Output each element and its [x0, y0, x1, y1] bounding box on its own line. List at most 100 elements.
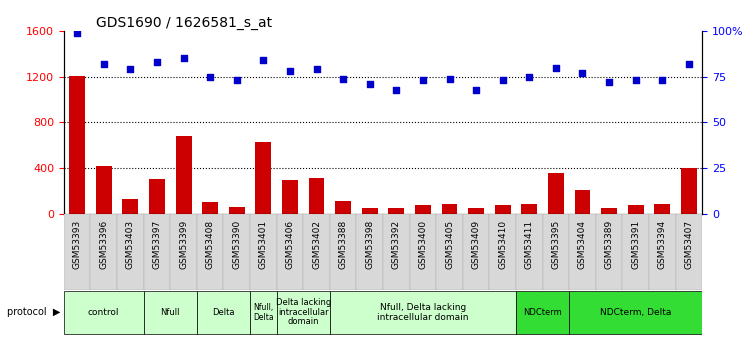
Point — [284, 69, 296, 74]
Bar — [122, 199, 138, 214]
Point — [523, 74, 535, 80]
Bar — [335, 201, 351, 214]
Text: GSM53398: GSM53398 — [365, 220, 374, 269]
Text: GSM53400: GSM53400 — [418, 220, 427, 269]
Text: GSM53399: GSM53399 — [179, 220, 188, 269]
Bar — [388, 208, 404, 214]
Text: GSM53394: GSM53394 — [658, 220, 667, 269]
Text: GSM53401: GSM53401 — [259, 220, 268, 269]
Bar — [521, 204, 537, 214]
Text: Nfull,
Delta: Nfull, Delta — [253, 303, 273, 322]
Bar — [176, 136, 192, 214]
Text: GSM53388: GSM53388 — [339, 220, 348, 269]
Text: GSM53395: GSM53395 — [551, 220, 560, 269]
Bar — [255, 142, 271, 214]
FancyBboxPatch shape — [330, 291, 516, 334]
Text: GSM53397: GSM53397 — [152, 220, 161, 269]
FancyBboxPatch shape — [276, 291, 330, 334]
FancyBboxPatch shape — [623, 214, 649, 290]
FancyBboxPatch shape — [197, 291, 250, 334]
FancyBboxPatch shape — [303, 214, 330, 290]
Bar — [654, 204, 671, 214]
Point — [550, 65, 562, 70]
Bar — [681, 168, 697, 214]
Text: GSM53392: GSM53392 — [392, 220, 401, 269]
Point — [231, 78, 243, 83]
Point — [391, 87, 403, 92]
FancyBboxPatch shape — [516, 291, 569, 334]
Point — [71, 30, 83, 36]
Bar — [601, 208, 617, 214]
Point — [496, 78, 508, 83]
Bar — [628, 205, 644, 214]
Bar — [282, 180, 298, 214]
Text: protocol  ▶: protocol ▶ — [7, 307, 60, 317]
Point — [258, 58, 270, 63]
Text: GSM53408: GSM53408 — [206, 220, 215, 269]
Text: GSM53406: GSM53406 — [285, 220, 294, 269]
Text: Nfull: Nfull — [161, 308, 180, 317]
FancyBboxPatch shape — [250, 214, 276, 290]
FancyBboxPatch shape — [143, 291, 197, 334]
Point — [98, 61, 110, 67]
Text: GSM53411: GSM53411 — [525, 220, 534, 269]
Point — [204, 74, 216, 80]
Point — [125, 67, 137, 72]
FancyBboxPatch shape — [197, 214, 224, 290]
Bar — [468, 208, 484, 214]
Text: GSM53393: GSM53393 — [73, 220, 82, 269]
Bar — [309, 178, 324, 214]
Bar — [442, 204, 457, 214]
FancyBboxPatch shape — [676, 214, 702, 290]
FancyBboxPatch shape — [409, 214, 436, 290]
Bar — [69, 76, 85, 214]
FancyBboxPatch shape — [250, 291, 276, 334]
Text: GSM53396: GSM53396 — [99, 220, 108, 269]
FancyBboxPatch shape — [596, 214, 623, 290]
Bar — [96, 166, 112, 214]
Bar — [362, 208, 378, 214]
Point — [683, 61, 695, 67]
Text: GSM53389: GSM53389 — [605, 220, 614, 269]
Text: NDCterm: NDCterm — [523, 308, 562, 317]
Text: GSM53404: GSM53404 — [578, 220, 587, 269]
FancyBboxPatch shape — [117, 214, 143, 290]
Bar — [548, 173, 564, 214]
Text: GDS1690 / 1626581_s_at: GDS1690 / 1626581_s_at — [96, 16, 272, 30]
Point — [470, 87, 482, 92]
FancyBboxPatch shape — [463, 214, 490, 290]
FancyBboxPatch shape — [649, 214, 676, 290]
Text: GSM53409: GSM53409 — [472, 220, 481, 269]
FancyBboxPatch shape — [64, 214, 90, 290]
Text: GSM53410: GSM53410 — [498, 220, 507, 269]
FancyBboxPatch shape — [357, 214, 383, 290]
Bar — [575, 190, 590, 214]
FancyBboxPatch shape — [330, 214, 357, 290]
Point — [151, 59, 163, 65]
Point — [577, 70, 589, 76]
FancyBboxPatch shape — [90, 214, 117, 290]
Text: GSM53391: GSM53391 — [631, 220, 640, 269]
FancyBboxPatch shape — [170, 214, 197, 290]
FancyBboxPatch shape — [143, 214, 170, 290]
Text: Nfull, Delta lacking
intracellular domain: Nfull, Delta lacking intracellular domai… — [377, 303, 469, 322]
Bar — [202, 202, 218, 214]
Point — [444, 76, 456, 81]
Bar — [229, 207, 245, 214]
Point — [629, 78, 641, 83]
Text: GSM53407: GSM53407 — [684, 220, 693, 269]
Point — [656, 78, 668, 83]
FancyBboxPatch shape — [224, 214, 250, 290]
FancyBboxPatch shape — [276, 214, 303, 290]
Text: GSM53405: GSM53405 — [445, 220, 454, 269]
Point — [337, 76, 349, 81]
Text: NDCterm, Delta: NDCterm, Delta — [600, 308, 671, 317]
Text: control: control — [88, 308, 119, 317]
Text: Delta lacking
intracellular
domain: Delta lacking intracellular domain — [276, 298, 331, 326]
FancyBboxPatch shape — [569, 291, 702, 334]
FancyBboxPatch shape — [543, 214, 569, 290]
Text: GSM53403: GSM53403 — [126, 220, 135, 269]
Bar — [149, 179, 165, 214]
Bar — [415, 205, 431, 214]
Point — [417, 78, 429, 83]
